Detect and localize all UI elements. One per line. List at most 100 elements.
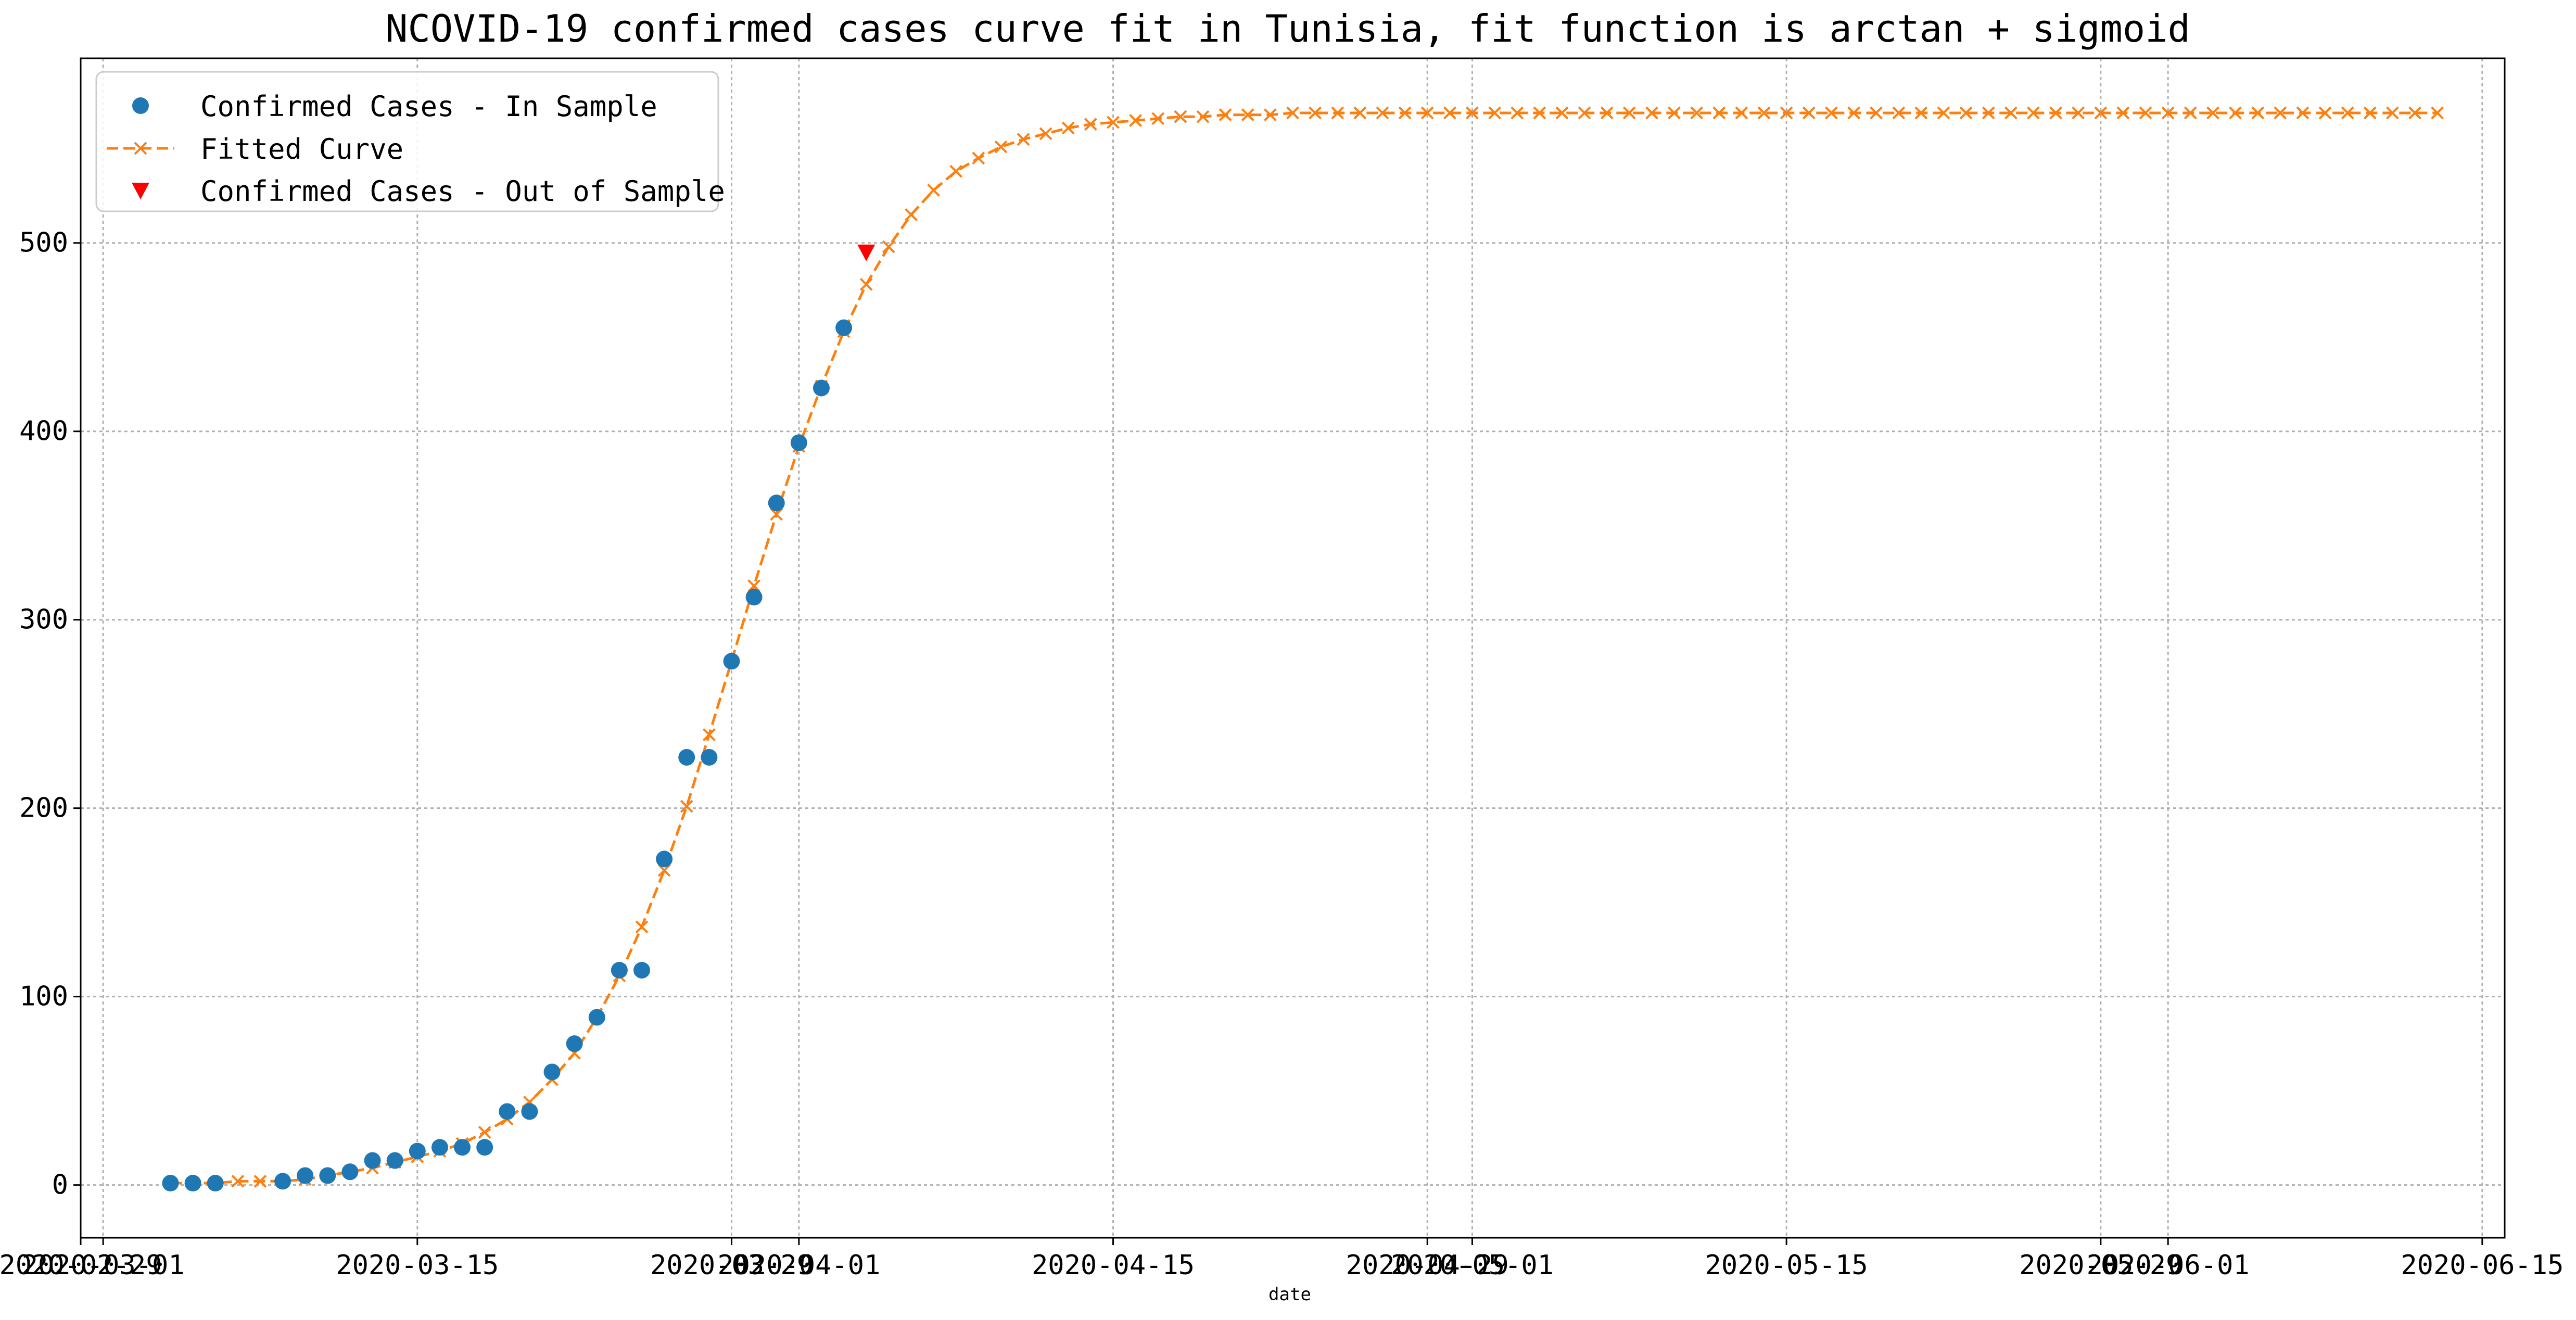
fitted-curve-marker (927, 183, 940, 197)
fitted-curve-marker (1309, 106, 1322, 120)
legend-label: Fitted Curve (200, 133, 403, 166)
in-sample-point (476, 1139, 493, 1156)
fitted-curve-marker (231, 1174, 245, 1188)
legend-box (95, 71, 719, 212)
in-sample-point (521, 1103, 538, 1120)
in-sample-point (566, 1035, 583, 1052)
x-tick-label: 2020-06-01 (2087, 1250, 2250, 1281)
fitted-curve-marker (1219, 108, 1232, 122)
y-tick-label: 500 (19, 227, 68, 259)
out-of-sample-point (857, 244, 875, 261)
fitted-curve-marker (635, 920, 649, 934)
x-tick-label: 2020-04-01 (717, 1250, 880, 1281)
fitted-curve-marker (657, 864, 671, 877)
x-tick-label: 2020-03-29 (650, 1250, 813, 1281)
fitted-curve-marker (1735, 106, 1748, 120)
fitted-curve-marker (1511, 106, 1524, 120)
fitted-curve-marker (1466, 106, 1479, 120)
fitted-curve-marker (2341, 106, 2354, 120)
legend-label: Confirmed Cases - In Sample (200, 90, 657, 123)
fitted-curve-marker (2408, 106, 2421, 120)
in-sample-point (543, 1063, 561, 1081)
fitted-curve-marker (2318, 106, 2332, 120)
fitted-curve-marker (1331, 106, 1344, 120)
fitted-curve-marker (1376, 106, 1389, 120)
fitted-curve-marker (1107, 116, 1120, 129)
x-tick-label: 2020-05-29 (2019, 1250, 2182, 1281)
in-sample-point (341, 1163, 359, 1181)
fitted-curve-marker (1600, 106, 1614, 120)
fitted-curve-marker (1780, 106, 1793, 120)
in-sample-point (297, 1167, 314, 1184)
fitted-curve-marker (972, 151, 985, 165)
x-tick-label: 2020-05-15 (1705, 1250, 1868, 1281)
fitted-curve-marker (2161, 106, 2175, 120)
fitted-curve-marker (2431, 106, 2444, 120)
fitted-curve-marker (2385, 106, 2399, 120)
legend-marker-fitted-curve (134, 142, 147, 155)
fitted-curve-marker (1757, 106, 1771, 120)
x-tick-label: 2020-03-01 (22, 1250, 185, 1281)
x-tick-label: 2020-06-15 (2401, 1250, 2564, 1281)
y-tick-label: 0 (52, 1170, 68, 1201)
x-tick-label: 2020-05-01 (1391, 1250, 1554, 1281)
in-sample-point (633, 961, 651, 979)
y-tick-label: 300 (19, 604, 68, 636)
in-sample-point (162, 1175, 179, 1192)
fitted-curve-marker (1151, 112, 1165, 125)
in-sample-point (790, 434, 807, 451)
fitted-curve-marker (1196, 110, 1210, 123)
fitted-curve-marker (253, 1174, 267, 1188)
fitted-curve-line (170, 111, 2438, 1185)
fitted-curve-marker (1488, 106, 1501, 120)
in-sample-point (386, 1152, 403, 1169)
series-layer (162, 106, 2444, 1192)
fitted-curve-marker (1263, 108, 1277, 122)
fitted-curve-marker (859, 277, 873, 291)
legend-marker-out-of-sample (132, 183, 149, 199)
fitted-curve-marker (1443, 106, 1456, 120)
fitted-curve-marker (2296, 106, 2309, 120)
fitted-curve-marker (1668, 106, 1681, 120)
fitted-curve-marker (747, 579, 761, 592)
tick-layer: 0 100 200 300 400 500 2020-03-01 2020-03-15 2020… (0, 227, 2564, 1281)
fitted-curve-marker (1982, 106, 1995, 120)
in-sample-point (431, 1139, 448, 1156)
y-tick-label: 400 (19, 416, 68, 447)
fitted-curve-marker (2206, 106, 2219, 120)
in-sample-point (588, 1009, 605, 1026)
fitted-curve-marker (882, 240, 895, 253)
fitted-curve-marker (2251, 106, 2265, 120)
in-sample-point (701, 748, 718, 766)
in-sample-point (184, 1175, 201, 1192)
fitted-curve-marker (2184, 106, 2197, 120)
fitted-curve-marker (1578, 106, 1591, 120)
in-sample-point (656, 851, 673, 868)
fitted-curve-marker (2116, 106, 2130, 120)
fitted-curve-marker (1420, 106, 1434, 120)
fitted-curve-marker (1129, 114, 1143, 127)
fitted-curve-marker (1802, 106, 1816, 120)
in-sample-point (454, 1139, 471, 1156)
fitted-curve-marker (1712, 106, 1726, 120)
fitted-curve-marker (1824, 106, 1838, 120)
fitted-curve-marker (1959, 106, 1973, 120)
x-tick-label: 2020-04-15 (1032, 1250, 1195, 1281)
plot-frame (80, 57, 2506, 1239)
fitted-curve-marker (1914, 106, 1928, 120)
fitted-curve-marker (1622, 106, 1636, 120)
fitted-curve-marker (2363, 106, 2377, 120)
fitted-curve-marker (1017, 133, 1030, 146)
legend-marker-in-sample (132, 97, 149, 114)
fitted-curve-marker (680, 799, 693, 813)
fitted-curve-marker (1533, 106, 1546, 120)
fitted-curve-marker (1353, 106, 1367, 120)
fitted-curve-marker (1870, 106, 1883, 120)
in-sample-point (274, 1173, 291, 1190)
in-sample-point (499, 1103, 516, 1120)
fitted-curve-marker (1555, 106, 1569, 120)
in-sample-point (835, 319, 853, 336)
in-sample-point (319, 1167, 336, 1184)
in-sample-point (768, 494, 785, 512)
